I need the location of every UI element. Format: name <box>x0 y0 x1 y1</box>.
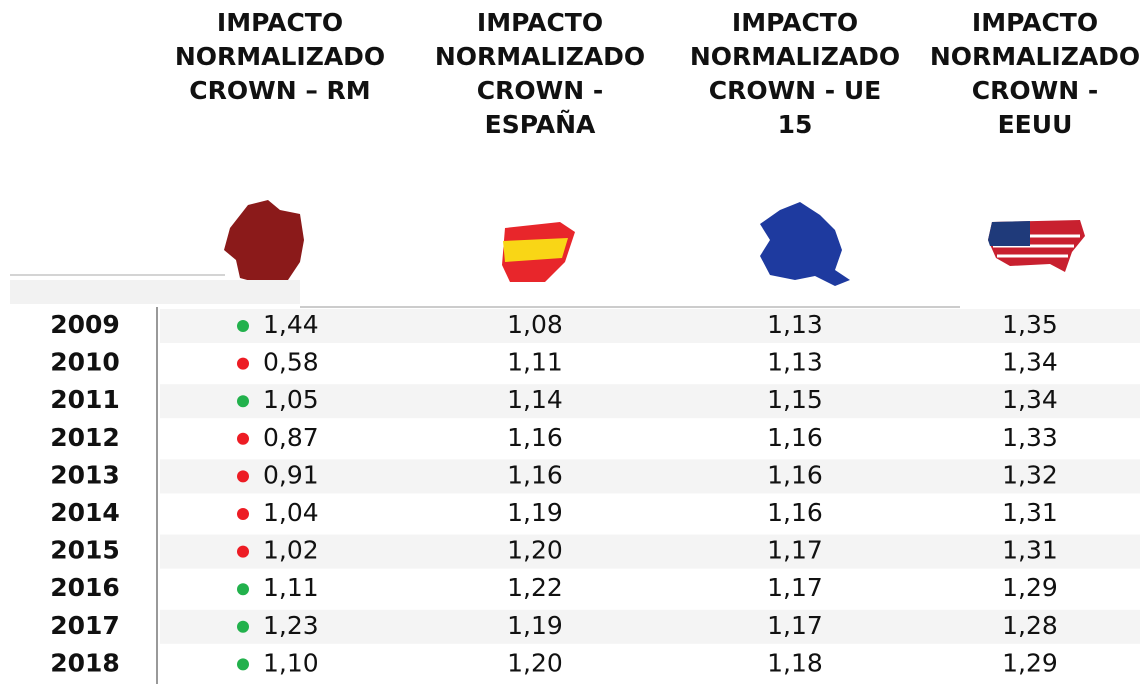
value: 1,34 <box>1002 385 1058 414</box>
value: 1,11 <box>507 348 563 377</box>
value: 1,33 <box>1002 423 1058 452</box>
stripe <box>10 280 300 304</box>
row-stripe <box>160 609 1140 644</box>
column-header: CROWN - <box>972 76 1098 105</box>
column-header: ESPAÑA <box>485 110 596 139</box>
value: 1,13 <box>767 348 823 377</box>
usa-flag-canton <box>988 221 1030 246</box>
column-header: IMPACTO <box>217 8 343 37</box>
column-header: 15 <box>778 110 813 139</box>
column-header: CROWN - <box>477 76 603 105</box>
value: 1,16 <box>767 498 823 527</box>
value: 1,10 <box>263 648 319 677</box>
value: 1,29 <box>1002 648 1058 677</box>
row-stripe <box>160 459 1140 494</box>
value: 1,16 <box>767 423 823 452</box>
value: 1,17 <box>767 536 823 565</box>
value: 1,44 <box>263 310 319 339</box>
status-dot <box>237 395 249 408</box>
value: 1,23 <box>263 611 319 640</box>
status-dot <box>237 432 249 445</box>
column-header: IMPACTO <box>477 8 603 37</box>
year: 2009 <box>50 310 120 339</box>
column-header: IMPACTO <box>972 8 1098 37</box>
headers: IMPACTO NORMALIZADO CROWN – RM IMPACTO NORMA… <box>175 8 1140 139</box>
year: 2016 <box>50 573 120 602</box>
row-stripe <box>160 572 410 607</box>
value: 1,35 <box>1002 310 1058 339</box>
row-stripe <box>160 309 1140 343</box>
value: 1,20 <box>507 648 563 677</box>
rows: 2009 1,44 1,08 1,13 1,35 2010 0,58 1,11 1,13 1,34… <box>50 309 1140 682</box>
row-stripe <box>160 384 1140 419</box>
year: 2017 <box>50 611 120 640</box>
value: 1,31 <box>1002 498 1058 527</box>
column-header: NORMALIZADO <box>175 42 385 71</box>
value: 0,58 <box>263 348 319 377</box>
value: 1,31 <box>1002 536 1058 565</box>
value: 1,19 <box>507 498 563 527</box>
row-stripe <box>160 534 1140 569</box>
value: 1,04 <box>263 498 319 527</box>
column-header: CROWN - UE <box>709 76 882 105</box>
value: 1,19 <box>507 611 563 640</box>
row-stripe <box>160 497 410 531</box>
status-dot <box>237 658 249 671</box>
spain-flag-band <box>503 238 568 262</box>
value: 1,32 <box>1002 460 1058 489</box>
row-stripe <box>160 421 410 456</box>
year: 2015 <box>50 536 120 565</box>
value: 0,91 <box>263 460 319 489</box>
year: 2010 <box>50 348 120 377</box>
status-dot <box>237 508 249 520</box>
column-header: NORMALIZADO <box>435 42 645 71</box>
column-header: IMPACTO <box>732 8 858 37</box>
value: 1,17 <box>767 611 823 640</box>
value: 1,02 <box>263 536 319 565</box>
value: 1,22 <box>507 573 563 602</box>
icons <box>224 200 1085 286</box>
status-dot <box>237 357 249 370</box>
status-dot <box>237 583 249 596</box>
value: 1,11 <box>263 573 319 602</box>
status-dot <box>237 545 249 558</box>
value: 1,17 <box>767 573 823 602</box>
row-stripe <box>160 647 410 682</box>
status-dot <box>237 620 249 633</box>
value: 1,16 <box>507 460 563 489</box>
value: 1,08 <box>507 310 563 339</box>
status-dot <box>237 320 249 332</box>
value: 0,87 <box>263 423 319 452</box>
value: 1,29 <box>1002 573 1058 602</box>
year: 2011 <box>50 385 120 414</box>
value: 1,20 <box>507 536 563 565</box>
column-header: EEUU <box>998 110 1073 139</box>
value: 1,05 <box>263 385 319 414</box>
year: 2012 <box>50 423 120 452</box>
value: 1,16 <box>767 460 823 489</box>
year: 2013 <box>50 460 120 489</box>
status-dot <box>237 470 249 483</box>
europe-map <box>760 202 850 286</box>
row-stripe <box>160 346 410 381</box>
value: 1,14 <box>507 385 563 414</box>
value: 1,18 <box>767 648 823 677</box>
column-header: NORMALIZADO <box>690 42 900 71</box>
value: 1,16 <box>507 423 563 452</box>
value: 1,28 <box>1002 611 1058 640</box>
year: 2014 <box>50 498 120 527</box>
value: 1,15 <box>767 385 823 414</box>
value: 1,34 <box>1002 348 1058 377</box>
column-header: CROWN – RM <box>189 76 370 105</box>
murcia-map <box>224 200 304 284</box>
year: 2018 <box>50 648 120 677</box>
column-header: NORMALIZADO <box>930 42 1140 71</box>
value: 1,13 <box>767 310 823 339</box>
